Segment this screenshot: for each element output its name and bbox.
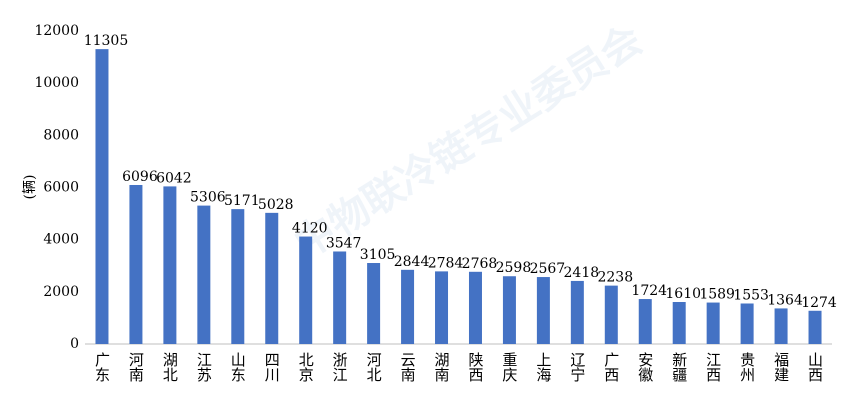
bar (197, 205, 211, 344)
x-tick-label: 上海 (534, 352, 552, 382)
x-tick-label: 湖南 (433, 352, 451, 382)
bar (367, 263, 381, 344)
value-label: 1553 (733, 287, 769, 303)
bar (502, 276, 516, 344)
value-label: 5171 (224, 193, 260, 209)
bar (536, 277, 550, 344)
y-tick-label: 4000 (43, 232, 79, 248)
bar (163, 186, 177, 344)
value-label: 6096 (122, 169, 158, 185)
bar (401, 269, 415, 344)
x-tick-label: 安徽 (636, 352, 654, 382)
y-tick-label: 10000 (34, 75, 79, 91)
x-tick-label: 湖北 (161, 352, 179, 382)
value-label: 4120 (292, 221, 328, 237)
bar (265, 212, 279, 344)
x-tick-label: 贵州 (738, 352, 756, 382)
y-tick-label: 12000 (34, 23, 79, 39)
x-tick-label: 云南 (399, 352, 417, 382)
value-label: 2844 (394, 254, 430, 270)
value-label: 1610 (665, 286, 701, 302)
value-label: 2418 (564, 265, 600, 281)
bar (129, 184, 143, 344)
value-label: 2784 (428, 255, 464, 271)
value-label: 2768 (462, 256, 498, 272)
x-tick-label: 陕西 (466, 352, 484, 382)
value-label: 1724 (631, 283, 667, 299)
x-tick-label: 辽宁 (568, 352, 586, 382)
x-tick-label: 四川 (263, 352, 281, 382)
value-label: 2598 (496, 260, 532, 276)
x-tick-label: 河北 (365, 352, 383, 382)
x-tick-label: 河南 (127, 352, 145, 382)
y-tick-label: 0 (70, 336, 79, 352)
bar (808, 310, 822, 344)
x-tick-label: 广东 (93, 352, 111, 382)
value-label: 11305 (84, 33, 129, 49)
value-label: 6042 (156, 170, 192, 186)
watermark: 中物联冷链专业委员会 (287, 17, 651, 268)
x-tick-label: 山西 (806, 352, 824, 382)
y-axis-label: (辆) (22, 175, 38, 200)
x-tick-label: 广西 (602, 352, 620, 382)
value-label: 2238 (597, 270, 633, 286)
x-tick-label: 浙江 (331, 352, 349, 382)
x-tick-label: 江西 (704, 352, 722, 382)
bar (672, 302, 686, 344)
value-label: 5306 (190, 190, 226, 206)
bar (299, 236, 313, 344)
x-tick-label: 江苏 (195, 352, 213, 383)
y-tick-label: 6000 (43, 180, 79, 196)
bar (468, 271, 482, 344)
bar (706, 302, 720, 344)
x-tick-label: 新疆 (670, 352, 688, 382)
value-label: 1274 (801, 295, 837, 311)
bar (333, 251, 347, 344)
value-label: 5028 (258, 197, 294, 213)
value-label: 3105 (360, 247, 396, 263)
bar (740, 303, 754, 344)
y-tick-label: 2000 (43, 284, 79, 300)
value-label: 1589 (699, 287, 735, 303)
x-tick-label: 山东 (229, 352, 247, 382)
x-tick-label: 北京 (297, 352, 315, 383)
y-tick-label: 8000 (43, 127, 79, 143)
x-tick-label: 重庆 (500, 352, 518, 382)
value-label: 1364 (767, 292, 803, 308)
bar (570, 280, 584, 344)
value-label: 3547 (326, 235, 362, 251)
value-label: 2567 (530, 261, 566, 277)
bar (638, 299, 652, 344)
bar (774, 308, 788, 344)
bar (435, 271, 449, 344)
bar (231, 209, 245, 344)
bar (604, 285, 618, 344)
x-tick-label: 福建 (772, 352, 790, 382)
bar (95, 49, 109, 344)
